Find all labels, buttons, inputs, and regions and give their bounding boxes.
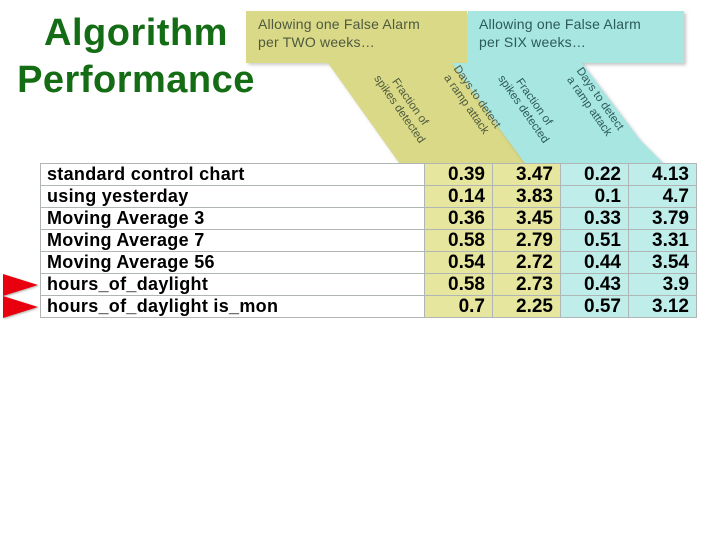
value-cell: 3.47	[492, 163, 561, 186]
value-cell: 2.73	[492, 273, 561, 296]
value-cell: 0.22	[560, 163, 629, 186]
value-cell: 3.83	[492, 185, 561, 208]
value-cell: 3.79	[628, 207, 697, 230]
value-cell: 0.33	[560, 207, 629, 230]
value-cell: 0.14	[424, 185, 493, 208]
value-cell: 0.39	[424, 163, 493, 186]
value-cell: 2.79	[492, 229, 561, 252]
table-row: using yesterday 0.14 3.83 0.1 4.7	[40, 185, 697, 208]
two-weeks-heading-line1: Allowing one False Alarm	[258, 16, 420, 32]
slide-title-line2: Performance	[17, 59, 255, 101]
value-cell: 0.7	[424, 295, 493, 318]
performance-table: standard control chart 0.39 3.47 0.22 4.13 us…	[40, 163, 697, 318]
value-cell: 3.12	[628, 295, 697, 318]
value-cell: 4.13	[628, 163, 697, 186]
row-label: standard control chart	[40, 163, 425, 186]
value-cell: 0.44	[560, 251, 629, 274]
two-weeks-banner-shape	[246, 11, 553, 202]
value-cell: 0.51	[560, 229, 629, 252]
value-cell: 0.54	[424, 251, 493, 274]
table-row: hours_of_daylight 0.58 2.73 0.43 3.9	[40, 273, 697, 296]
row-label: hours_of_daylight	[40, 273, 425, 296]
value-cell: 4.7	[628, 185, 697, 208]
value-cell: 3.54	[628, 251, 697, 274]
value-cell: 0.58	[424, 229, 493, 252]
value-cell: 2.25	[492, 295, 561, 318]
value-cell: 3.31	[628, 229, 697, 252]
value-cell: 3.9	[628, 273, 697, 296]
value-cell: 0.36	[424, 207, 493, 230]
six-weeks-heading: Allowing one False Alarm per SIX weeks…	[479, 16, 641, 51]
six-weeks-heading-line1: Allowing one False Alarm	[479, 16, 641, 32]
value-cell: 3.45	[492, 207, 561, 230]
value-cell: 2.72	[492, 251, 561, 274]
highlight-arrow-icon	[3, 296, 38, 318]
table-row: hours_of_daylight is_mon 0.7 2.25 0.57 3.12	[40, 295, 697, 318]
six-weeks-heading-line2: per SIX weeks…	[479, 33, 587, 50]
two-weeks-heading: Allowing one False Alarm per TWO weeks…	[258, 16, 420, 51]
two-weeks-heading-line2: per TWO weeks…	[258, 33, 375, 50]
value-cell: 0.58	[424, 273, 493, 296]
slide-title: Algorithm Performance	[0, 10, 272, 104]
row-label: Moving Average 56	[40, 251, 425, 274]
row-label: hours_of_daylight is_mon	[40, 295, 425, 318]
row-label: using yesterday	[40, 185, 425, 208]
table-row: standard control chart 0.39 3.47 0.22 4.13	[40, 163, 697, 186]
value-cell: 0.1	[560, 185, 629, 208]
highlight-arrow-icon	[3, 274, 38, 296]
value-cell: 0.57	[560, 295, 629, 318]
table-row: Moving Average 7 0.58 2.79 0.51 3.31	[40, 229, 697, 252]
slide-title-line1: Algorithm	[44, 12, 228, 54]
row-label: Moving Average 7	[40, 229, 425, 252]
six-weeks-banner-shape	[452, 11, 684, 202]
table-row: Moving Average 56 0.54 2.72 0.44 3.54	[40, 251, 697, 274]
table-row: Moving Average 3 0.36 3.45 0.33 3.79	[40, 207, 697, 230]
row-label: Moving Average 3	[40, 207, 425, 230]
value-cell: 0.43	[560, 273, 629, 296]
performance-table-body: standard control chart 0.39 3.47 0.22 4.13 us…	[40, 163, 697, 318]
